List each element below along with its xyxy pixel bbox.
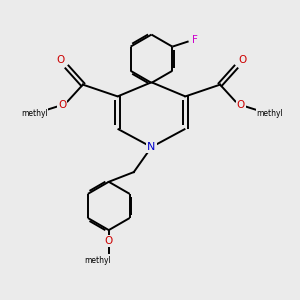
Text: O: O [105,236,113,246]
Text: methyl: methyl [84,256,111,265]
Text: O: O [56,56,64,65]
Text: N: N [147,142,156,152]
Text: methyl: methyl [256,109,283,118]
Text: methyl: methyl [21,109,48,118]
Text: O: O [58,100,66,110]
Text: O: O [237,100,245,110]
Text: O: O [238,56,247,65]
Text: F: F [192,34,198,45]
